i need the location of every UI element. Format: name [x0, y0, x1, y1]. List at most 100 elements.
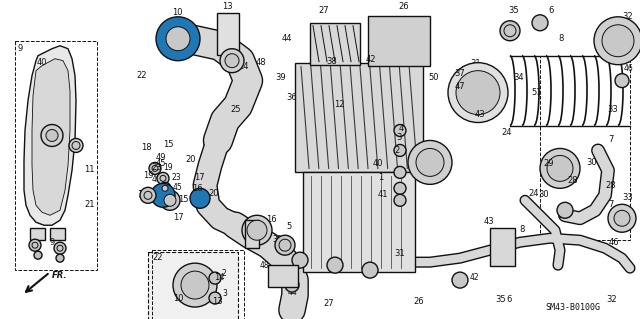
- Text: 10: 10: [173, 294, 183, 303]
- Text: 15: 15: [178, 195, 189, 204]
- Circle shape: [160, 175, 166, 182]
- Circle shape: [209, 292, 221, 304]
- Circle shape: [247, 220, 267, 240]
- Text: 29: 29: [544, 159, 554, 167]
- Circle shape: [416, 148, 444, 176]
- Circle shape: [190, 188, 210, 208]
- Bar: [268, 265, 298, 287]
- Text: 42: 42: [365, 55, 376, 64]
- Text: 44: 44: [288, 288, 298, 297]
- Text: 30: 30: [586, 159, 596, 167]
- Bar: [245, 220, 259, 248]
- Circle shape: [394, 182, 406, 194]
- Text: 46: 46: [609, 238, 620, 247]
- Bar: [152, 250, 244, 319]
- Text: 25: 25: [258, 221, 269, 230]
- Text: 12: 12: [510, 238, 520, 247]
- Circle shape: [160, 21, 196, 57]
- Text: 31: 31: [395, 249, 405, 258]
- Text: 37: 37: [454, 69, 465, 78]
- Circle shape: [72, 141, 80, 149]
- Circle shape: [41, 124, 63, 146]
- Text: 27: 27: [323, 299, 333, 308]
- Text: 9: 9: [18, 44, 23, 53]
- Text: 6: 6: [507, 295, 512, 304]
- Text: 40: 40: [410, 146, 420, 155]
- Text: 43: 43: [484, 217, 495, 226]
- Text: 31: 31: [470, 59, 481, 68]
- Text: 26: 26: [398, 2, 408, 11]
- Circle shape: [456, 70, 500, 115]
- Bar: [368, 16, 430, 66]
- Text: 45: 45: [156, 159, 166, 167]
- Circle shape: [181, 271, 209, 299]
- Circle shape: [362, 262, 378, 278]
- Bar: [148, 252, 238, 319]
- Circle shape: [540, 148, 580, 188]
- Text: 32: 32: [622, 12, 632, 21]
- Bar: [310, 23, 360, 65]
- Circle shape: [394, 124, 406, 137]
- Text: 23: 23: [152, 163, 162, 172]
- Text: 51: 51: [531, 88, 541, 97]
- Text: 3: 3: [397, 133, 402, 142]
- Bar: [490, 228, 515, 266]
- Text: 23: 23: [171, 173, 180, 182]
- Text: FR.: FR.: [52, 271, 67, 280]
- Bar: [540, 56, 630, 240]
- Circle shape: [394, 145, 406, 156]
- Bar: [30, 228, 45, 240]
- Circle shape: [394, 167, 406, 178]
- Text: 3: 3: [410, 184, 415, 193]
- Bar: [15, 41, 97, 270]
- Text: 38: 38: [326, 57, 337, 66]
- Text: 2: 2: [222, 269, 227, 278]
- Text: 4: 4: [410, 196, 415, 205]
- Text: 13: 13: [212, 297, 223, 306]
- Text: 18: 18: [141, 143, 151, 152]
- Text: 47: 47: [454, 82, 465, 91]
- Text: 24: 24: [528, 189, 538, 198]
- Text: 33: 33: [608, 105, 618, 114]
- Circle shape: [608, 204, 636, 232]
- Circle shape: [32, 242, 38, 248]
- Circle shape: [34, 251, 42, 259]
- Text: 21: 21: [84, 200, 95, 209]
- Text: 11: 11: [84, 165, 95, 174]
- Circle shape: [547, 155, 573, 182]
- Circle shape: [140, 187, 156, 203]
- Circle shape: [327, 257, 343, 273]
- Text: 29: 29: [558, 211, 568, 220]
- Circle shape: [144, 191, 152, 199]
- Text: 5: 5: [460, 66, 465, 75]
- Text: 16: 16: [266, 215, 276, 224]
- Text: 43: 43: [475, 110, 485, 119]
- Text: 48: 48: [260, 261, 269, 270]
- Text: 35: 35: [495, 295, 506, 304]
- Circle shape: [69, 138, 83, 152]
- Circle shape: [394, 194, 406, 206]
- Circle shape: [149, 162, 161, 174]
- Text: 27: 27: [318, 6, 328, 15]
- Circle shape: [29, 239, 41, 251]
- Circle shape: [614, 210, 630, 226]
- Text: 39: 39: [275, 73, 285, 82]
- Text: 28: 28: [568, 176, 578, 185]
- Bar: [295, 63, 423, 172]
- Text: 24: 24: [502, 128, 512, 137]
- Text: 30: 30: [539, 190, 549, 199]
- Circle shape: [602, 25, 634, 57]
- Text: 49: 49: [152, 175, 162, 184]
- Circle shape: [173, 263, 217, 307]
- Circle shape: [220, 49, 244, 73]
- Text: SM43-B0100G: SM43-B0100G: [545, 303, 600, 312]
- Text: 2: 2: [410, 168, 415, 177]
- Text: 35: 35: [508, 6, 518, 15]
- Circle shape: [279, 239, 291, 251]
- Text: 22: 22: [137, 71, 147, 80]
- Circle shape: [275, 235, 295, 255]
- Text: 14: 14: [238, 62, 248, 71]
- Text: 41: 41: [378, 190, 388, 199]
- Text: 15: 15: [163, 139, 173, 149]
- Text: 45: 45: [173, 183, 183, 192]
